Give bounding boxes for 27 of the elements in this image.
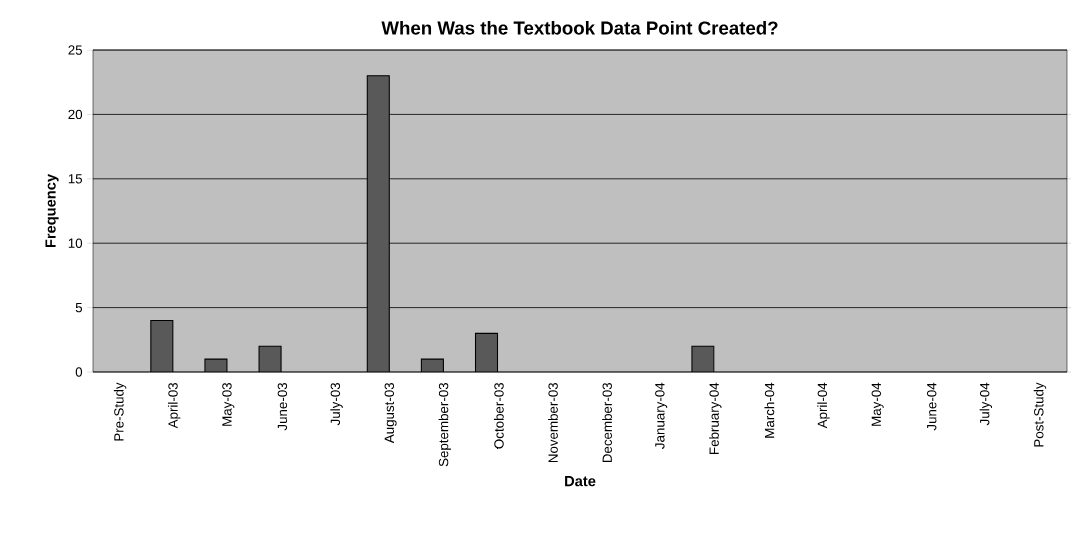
y-axis-title: Frequency <box>45 174 59 248</box>
x-tick-label: February-04 <box>709 382 722 454</box>
x-tick-label: July-04 <box>979 382 993 426</box>
x-tick-label: October-03 <box>493 382 504 449</box>
x-tick-label: January-04 <box>655 382 668 449</box>
x-tick-label: June-04 <box>927 382 937 431</box>
x-tick-label: November-03 <box>548 382 558 463</box>
y-tick-label: 5 <box>75 302 83 313</box>
x-tick-label: April-04 <box>817 382 830 429</box>
x-tick-label: Pre-Study <box>113 382 127 441</box>
y-tick-label: 15 <box>68 174 83 184</box>
y-tick-label: 10 <box>68 238 83 248</box>
y-tick-label: 0 <box>75 367 83 377</box>
chart-title: When Was the Textbook Data Point Created? <box>381 20 778 35</box>
x-tick-label: June-03 <box>277 382 288 431</box>
x-tick-label: Post-Study <box>1033 382 1047 447</box>
x-tick-label: December-03 <box>602 382 612 463</box>
x-tick-label: August-03 <box>384 382 397 444</box>
y-tick-label: 25 <box>68 45 83 55</box>
x-axis-title: Date <box>565 476 596 487</box>
x-tick-label: April-03 <box>167 382 181 429</box>
x-tick-label: September-03 <box>438 382 451 467</box>
x-tick-label: March-04 <box>764 382 775 438</box>
x-tick-label: July-03 <box>330 382 343 426</box>
y-tick-label: 20 <box>68 109 83 120</box>
x-tick-label: May-03 <box>222 382 235 426</box>
x-tick-label: May-04 <box>871 382 884 426</box>
